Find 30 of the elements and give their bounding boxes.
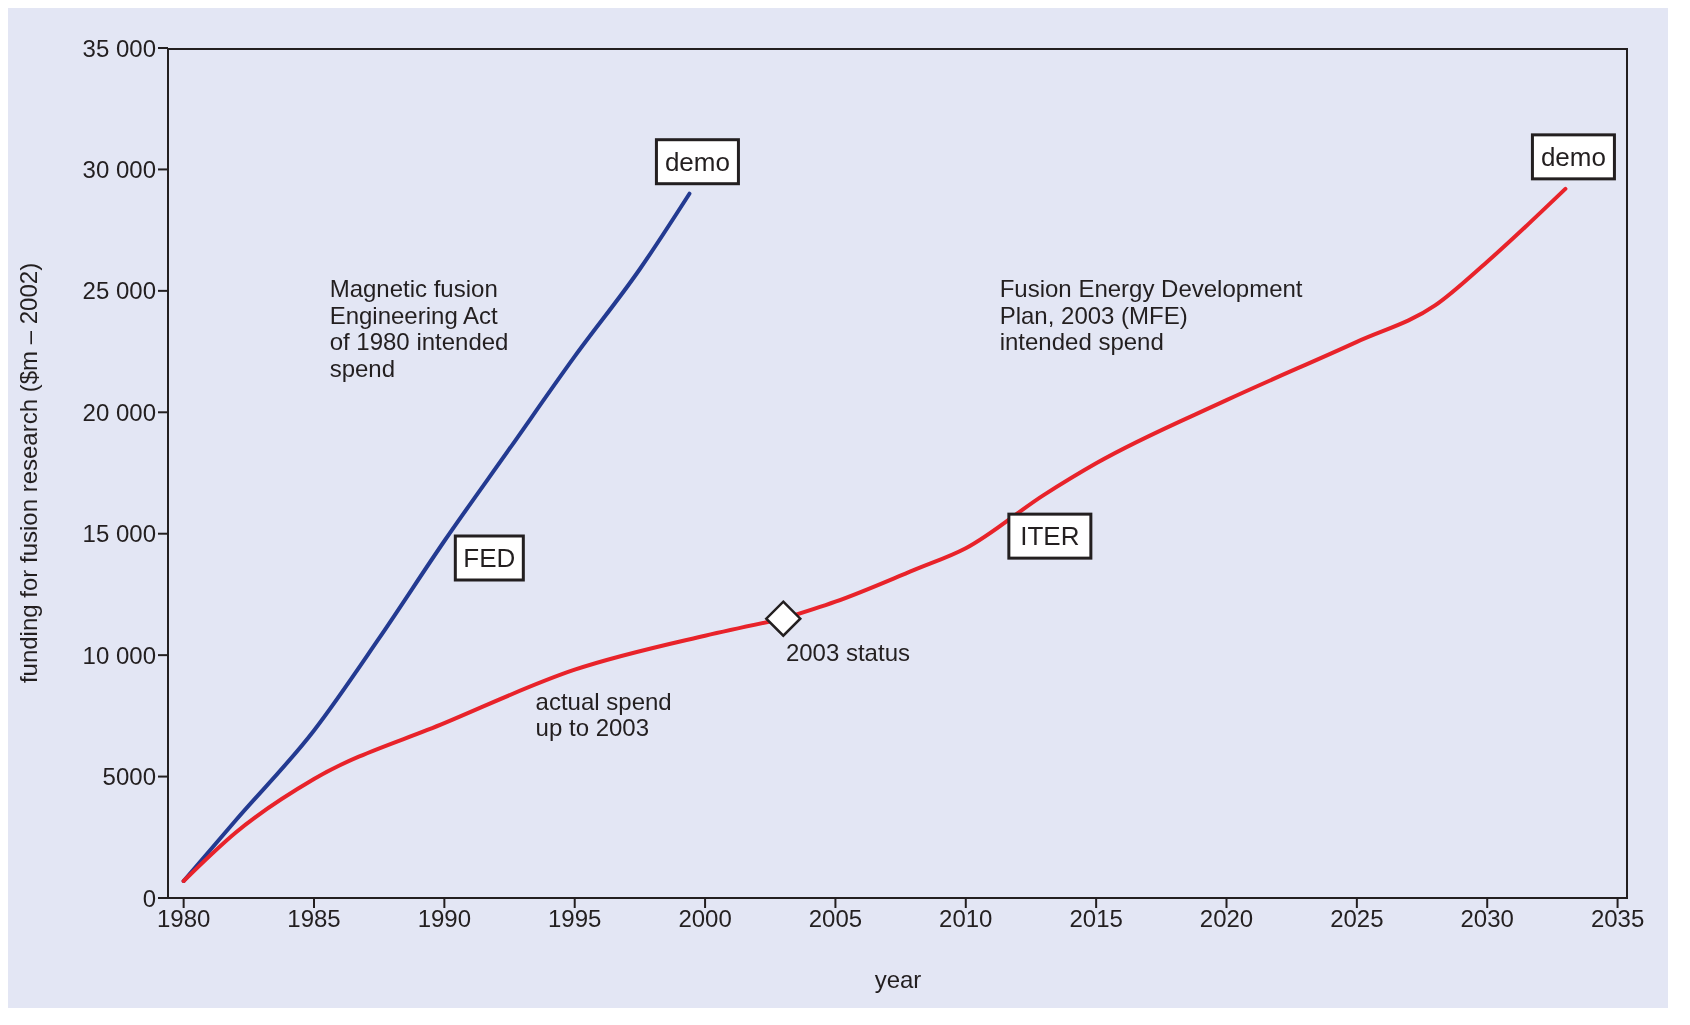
- x-tick-label: 1985: [287, 905, 341, 933]
- series-label: Fusion Energy Development Plan, 2003 (MFE) intended spend: [999, 274, 1303, 356]
- x-tick-label: 1990: [417, 905, 472, 933]
- x-tick-label: 2005: [808, 905, 863, 933]
- x-axis-title: year: [874, 966, 922, 993]
- y-tick-label: 10 000: [82, 641, 156, 669]
- y-tick-label: 15 000: [82, 520, 156, 548]
- x-tick-label: 2015: [1069, 905, 1123, 933]
- series-label: Magnetic fusion Engineering Act of 1980 intended spend: [329, 274, 509, 383]
- x-tick-label: 2030: [1460, 905, 1514, 933]
- y-axis-title: funding for fusion research ($m – 2002): [14, 262, 42, 684]
- x-tick-label: 2000: [678, 905, 732, 933]
- x-tick-label: 2020: [1199, 905, 1254, 933]
- x-tick-label: 1980: [156, 905, 211, 933]
- annotation: demo: [1540, 141, 1606, 172]
- series-label: 2003 status: [785, 638, 910, 666]
- y-tick-label: 30 000: [82, 155, 156, 183]
- annotation: demo: [664, 146, 730, 177]
- x-tick-label: 1995: [548, 905, 602, 933]
- x-tick-label: 2035: [1590, 905, 1645, 933]
- annotation: ITER: [1020, 521, 1080, 552]
- y-tick-label: 5000: [102, 763, 156, 791]
- x-tick-label: 2010: [939, 905, 993, 933]
- series-label: actual spend up to 2003: [535, 687, 672, 742]
- y-tick-label: 35 000: [82, 34, 156, 62]
- y-tick-label: 25 000: [82, 277, 156, 305]
- x-tick-label: 2025: [1330, 905, 1384, 933]
- y-tick-label: 20 000: [82, 398, 156, 426]
- y-tick-label: 0: [142, 884, 156, 912]
- annotation: FED: [463, 543, 516, 573]
